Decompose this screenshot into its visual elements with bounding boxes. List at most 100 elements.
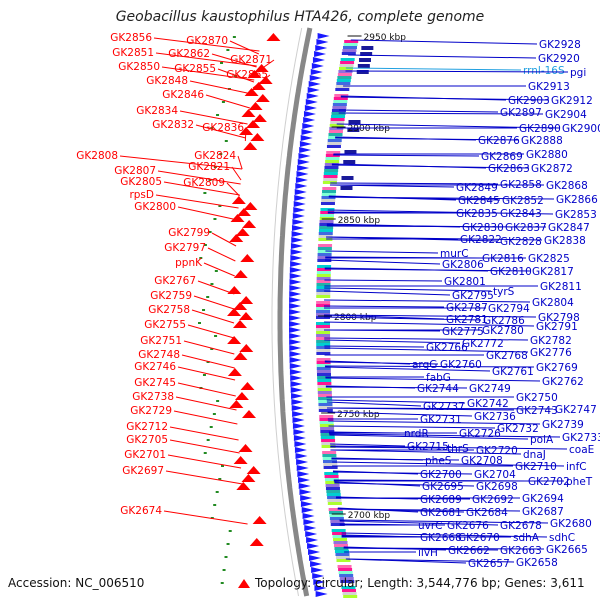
right-connector-line bbox=[324, 321, 535, 327]
outer-guide-line bbox=[271, 27, 303, 597]
forward-gene-arrow bbox=[297, 165, 310, 171]
forward-gene-arrow bbox=[289, 327, 302, 333]
right-gene-label: GK2775 bbox=[442, 326, 484, 338]
left-connector-line bbox=[226, 182, 240, 197]
coding-block bbox=[328, 505, 343, 508]
coding-block bbox=[321, 193, 336, 196]
inner-gene-block bbox=[357, 64, 370, 68]
forward-gene-arrow bbox=[298, 153, 311, 159]
coding-block bbox=[324, 166, 339, 169]
coding-block bbox=[325, 487, 340, 490]
forward-gene-arrow bbox=[290, 387, 303, 393]
left-gene-label: rpsD bbox=[129, 189, 154, 201]
forward-gene-arrow bbox=[292, 417, 305, 423]
right-connector-line bbox=[324, 287, 492, 292]
forward-gene-arrow bbox=[295, 183, 308, 189]
reverse-gene-arrow bbox=[229, 400, 244, 408]
right-connector-line bbox=[326, 399, 466, 404]
right-connector-line bbox=[324, 279, 443, 282]
left-connector-line bbox=[167, 454, 242, 469]
coding-block bbox=[342, 592, 357, 595]
coding-block bbox=[334, 94, 349, 97]
right-gene-label: GK2658 bbox=[516, 557, 558, 569]
reverse-gene-arrow bbox=[242, 410, 257, 418]
right-gene-label: rrnl-16S bbox=[523, 65, 565, 77]
reverse-gene-arrow bbox=[249, 538, 264, 546]
forward-gene-arrow bbox=[316, 39, 329, 45]
coding-block bbox=[316, 286, 331, 289]
left-gene-label: GK2799 bbox=[168, 227, 210, 239]
coding-block bbox=[322, 460, 337, 463]
forward-gene-arrow bbox=[297, 159, 310, 165]
right-connector-line bbox=[325, 377, 541, 382]
right-gene-label: tyrS bbox=[493, 286, 515, 298]
right-gene-label: GK2780 bbox=[482, 325, 524, 337]
right-connector-line bbox=[330, 443, 406, 447]
right-gene-label: polA bbox=[530, 434, 554, 446]
gc-tick-mark bbox=[203, 192, 207, 194]
coding-block bbox=[326, 148, 341, 151]
right-gene-label: GK2662 bbox=[448, 545, 490, 557]
left-connector-line bbox=[217, 68, 255, 83]
coding-block bbox=[326, 490, 341, 493]
forward-gene-arrow bbox=[309, 75, 322, 81]
forward-gene-arrow bbox=[289, 309, 302, 315]
left-connector-line bbox=[155, 52, 257, 67]
gc-tick-mark bbox=[214, 270, 218, 272]
coding-block bbox=[327, 139, 342, 142]
gc-tick-mark bbox=[224, 140, 228, 142]
coding-block bbox=[329, 124, 344, 127]
left-connector-line bbox=[175, 396, 237, 411]
coding-block bbox=[333, 538, 348, 541]
coding-block bbox=[324, 475, 339, 478]
right-gene-label: GK2816 bbox=[482, 253, 524, 265]
left-gene-label: GK2767 bbox=[154, 275, 196, 287]
coding-block bbox=[334, 547, 349, 550]
right-gene-label: GK2888 bbox=[521, 135, 563, 147]
right-connector-line bbox=[330, 182, 499, 185]
forward-gene-arrow bbox=[295, 177, 308, 183]
forward-gene-arrow bbox=[317, 33, 330, 39]
left-gene-label: GK2809 bbox=[183, 177, 225, 189]
forward-gene-arrow bbox=[289, 321, 302, 327]
coding-block bbox=[337, 565, 352, 568]
scale-label: 2950 kbp bbox=[364, 33, 407, 43]
coding-block bbox=[324, 478, 339, 481]
coding-block bbox=[319, 418, 334, 421]
coding-block bbox=[321, 448, 336, 451]
forward-gene-arrow bbox=[298, 477, 311, 483]
right-gene-label: GK2852 bbox=[502, 195, 544, 207]
coding-block bbox=[316, 268, 331, 271]
forward-gene-arrow bbox=[304, 105, 317, 111]
gc-tick-mark bbox=[206, 439, 210, 441]
left-connector-line bbox=[177, 206, 238, 221]
right-connector-line bbox=[329, 433, 561, 438]
left-connector-line bbox=[195, 124, 246, 139]
right-gene-label: sdhC bbox=[549, 532, 575, 544]
coding-block bbox=[341, 52, 356, 55]
coding-block bbox=[340, 61, 355, 64]
right-connector-line bbox=[326, 236, 543, 241]
coding-block bbox=[330, 118, 345, 121]
coding-block bbox=[316, 319, 331, 322]
coding-block bbox=[332, 106, 347, 109]
scale-label: 2900 kbp bbox=[348, 124, 391, 134]
coding-block bbox=[318, 409, 333, 412]
coding-block bbox=[326, 145, 341, 148]
left-gene-label: GK2746 bbox=[134, 361, 176, 373]
right-connector-line bbox=[329, 434, 529, 440]
gc-tick-mark bbox=[203, 244, 207, 246]
right-connector-line bbox=[340, 96, 550, 101]
coding-block bbox=[322, 187, 337, 190]
forward-gene-arrow bbox=[313, 579, 326, 585]
forward-gene-arrow bbox=[300, 495, 313, 501]
right-connector-line bbox=[323, 314, 537, 318]
gc-tick-mark bbox=[224, 556, 228, 558]
coding-block bbox=[318, 241, 333, 244]
forward-gene-arrow bbox=[294, 441, 307, 447]
forward-gene-arrow bbox=[294, 195, 307, 201]
right-gene-label: GK2866 bbox=[556, 194, 598, 206]
reverse-gene-arrow bbox=[239, 344, 254, 352]
left-gene-label: GK2705 bbox=[126, 434, 168, 446]
right-gene-label: GK2798 bbox=[538, 312, 580, 324]
